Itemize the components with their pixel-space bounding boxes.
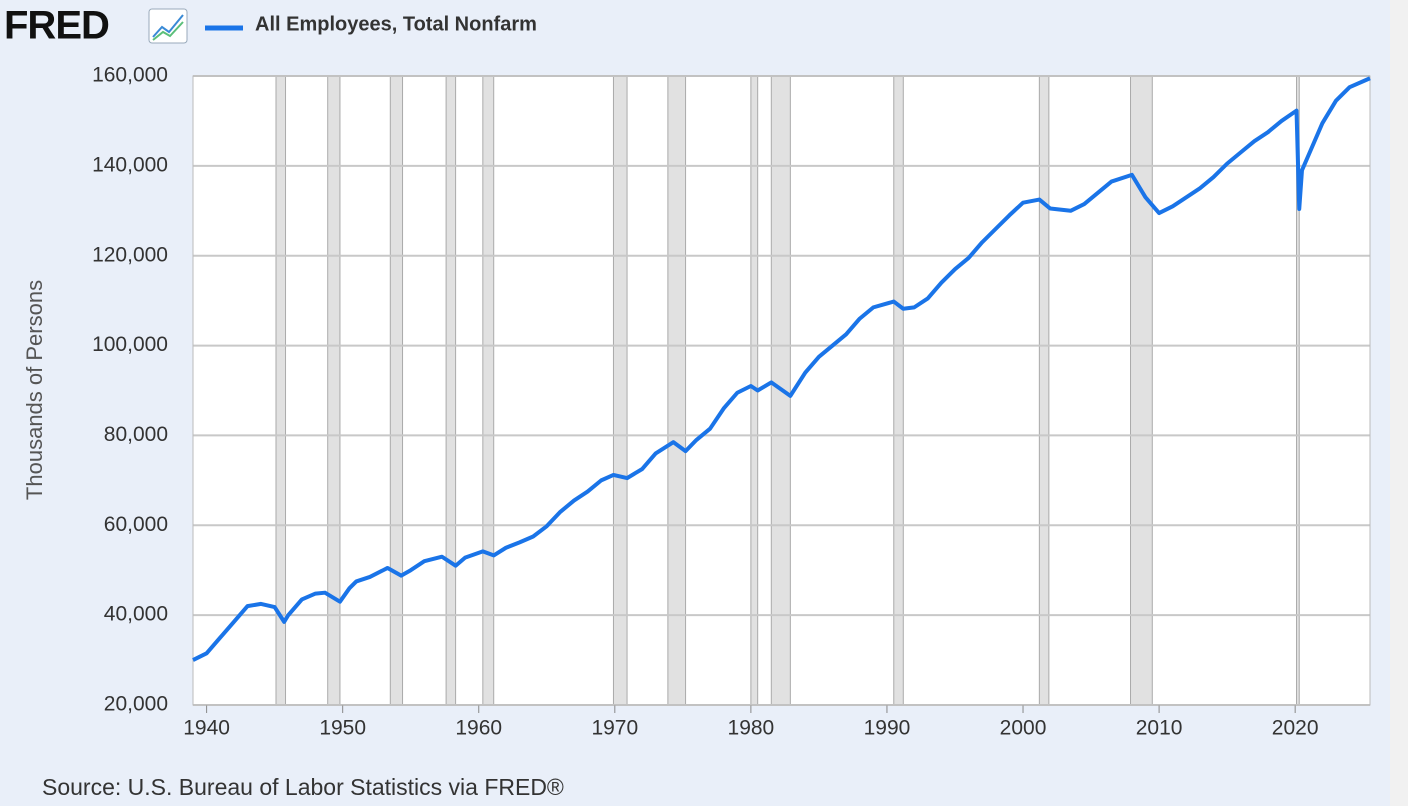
x-tick-label: 1960: [455, 717, 502, 740]
y-tick-label: 160,000: [92, 64, 168, 87]
logo: FRED: [4, 4, 109, 48]
recession-band: [893, 75, 904, 706]
x-tick-label: 1990: [864, 717, 911, 740]
x-tick-label: 2000: [1000, 717, 1047, 740]
y-tick-label: 100,000: [92, 333, 168, 356]
y-tick-label: 140,000: [92, 153, 168, 176]
recession-band: [445, 75, 457, 706]
series-line: [192, 76, 1371, 662]
source: Source: U.S. Bureau of Labor Statistics …: [42, 774, 564, 800]
y-tick-label: 20,000: [104, 693, 168, 716]
legend-label: All Employees, Total Nonfarm: [255, 13, 537, 35]
recession-band: [327, 75, 341, 706]
y-tick-label: 60,000: [104, 513, 168, 536]
x-tick-label: 2020: [1272, 717, 1319, 740]
recession-band: [667, 75, 687, 706]
recession-band: [1038, 75, 1050, 706]
plot: 20,000 40,000 60,000 80,000 100,000 120,000 14…: [92, 64, 1371, 740]
x-tick-label: 1980: [728, 717, 775, 740]
x-tick-label: 1970: [591, 717, 638, 740]
x-tick-label: 1950: [319, 717, 366, 740]
recession-band: [612, 75, 628, 706]
logo-icon: [148, 8, 188, 44]
x-tick-label: 2010: [1136, 717, 1183, 740]
recession-band: [1130, 75, 1153, 706]
y-axis-label: Thousands of Persons: [22, 280, 47, 500]
plot-border: [192, 75, 1371, 706]
y-tick-label: 120,000: [92, 243, 168, 266]
recession-band: [389, 75, 404, 706]
y-tick-label: 80,000: [104, 423, 168, 446]
scrollbar: [1390, 0, 1408, 806]
recession-band: [482, 75, 495, 706]
x-tick-label: 1940: [183, 717, 230, 740]
y-tick-label: 40,000: [104, 603, 168, 626]
